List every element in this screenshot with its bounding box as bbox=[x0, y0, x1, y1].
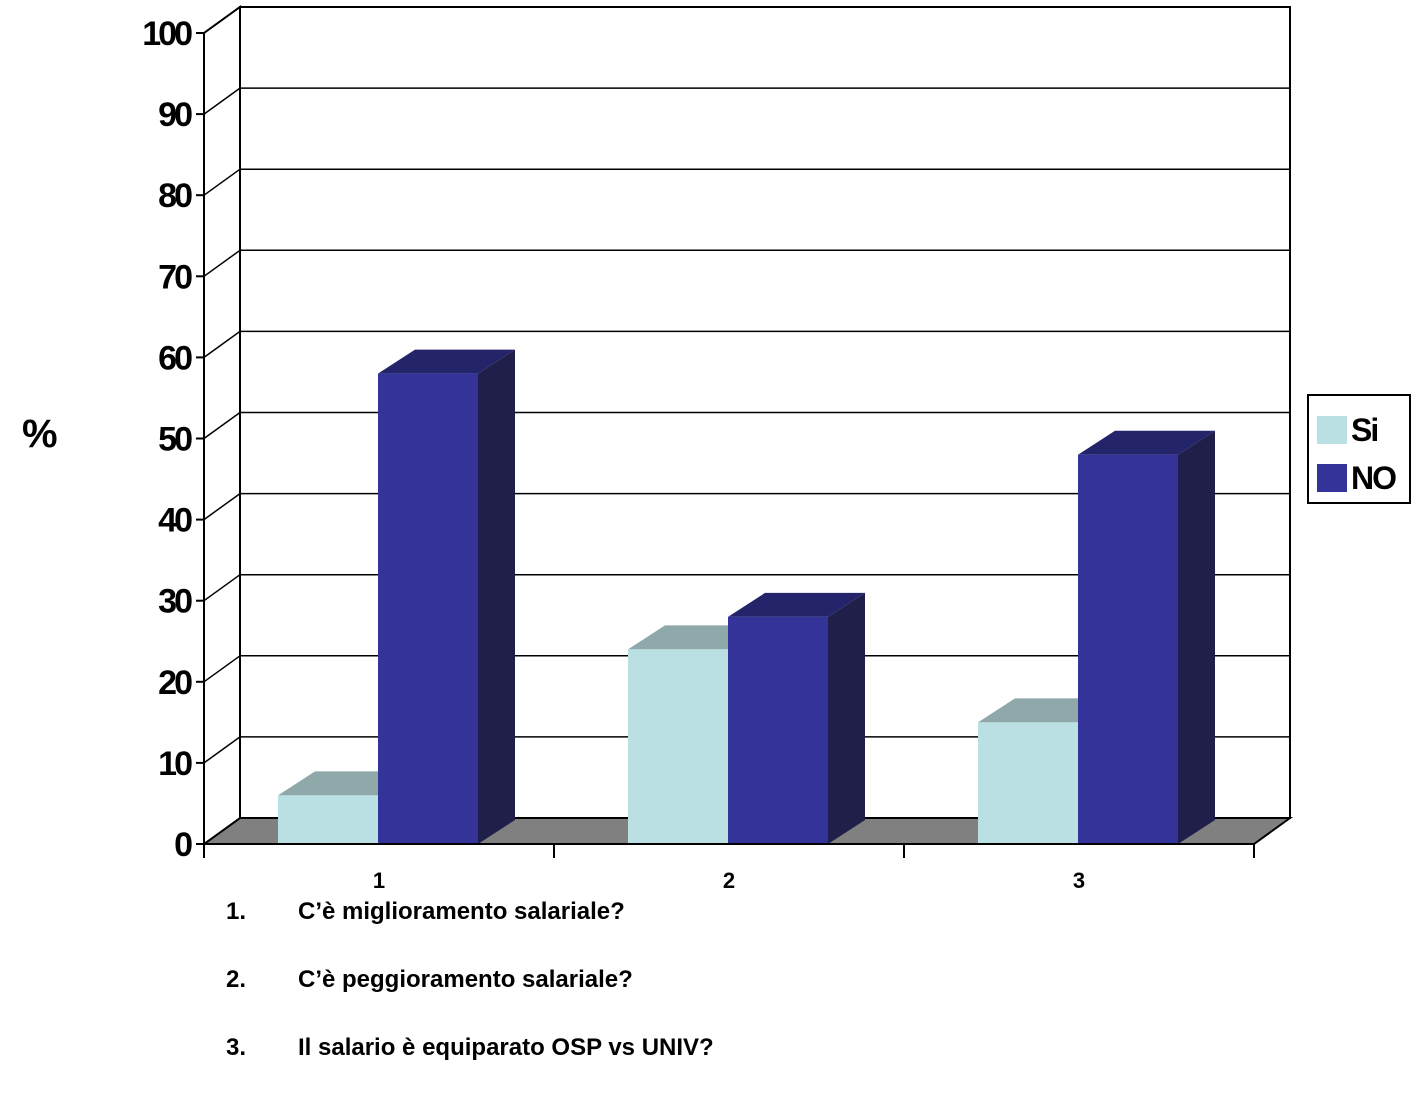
bar-front bbox=[278, 795, 378, 844]
note-text: C’è peggioramento salariale? bbox=[298, 966, 633, 993]
bar-chart-3d: 0 10 20 30 40 50 60 70 80 90 100 1 2 3 bbox=[142, 5, 1294, 893]
x-tick-label: 2 bbox=[723, 868, 735, 893]
bar-side bbox=[478, 349, 515, 844]
chart-figure: 0 10 20 30 40 50 60 70 80 90 100 1 2 3 % Si NO 1. C’… bbox=[22, 5, 1411, 1061]
legend-swatch-si bbox=[1317, 416, 1347, 444]
legend-swatch-no bbox=[1317, 464, 1347, 492]
bar-side bbox=[828, 592, 865, 844]
legend: Si NO bbox=[1307, 394, 1411, 504]
y-axis-label: % bbox=[22, 412, 58, 456]
bar-front bbox=[628, 649, 728, 844]
gridline-side bbox=[203, 492, 241, 521]
gridline-side bbox=[203, 6, 241, 34]
x-tick-label: 1 bbox=[373, 868, 385, 893]
x-tick-label: 3 bbox=[1073, 868, 1085, 893]
gridline-side bbox=[203, 817, 241, 845]
legend-item-no: NO bbox=[1317, 458, 1397, 498]
y-tick-label: 100 bbox=[142, 15, 192, 53]
gridline-side bbox=[203, 168, 241, 196]
y-tick-label: 40 bbox=[158, 502, 192, 540]
gridline-side bbox=[203, 330, 241, 359]
gridline-side bbox=[203, 574, 241, 602]
gridline-side bbox=[203, 87, 241, 115]
legend-label-si: Si bbox=[1351, 411, 1379, 448]
y-tick-label: 60 bbox=[158, 339, 192, 377]
bar-front bbox=[1078, 454, 1178, 844]
y-tick-label: 0 bbox=[174, 826, 192, 864]
note-number: 3. bbox=[226, 1034, 247, 1061]
bar-front bbox=[728, 616, 828, 844]
note-number: 1. bbox=[226, 898, 247, 925]
y-axis-layer: 0 10 20 30 40 50 60 70 80 90 100 bbox=[142, 15, 205, 864]
y-tick-label: 50 bbox=[158, 421, 192, 459]
legend-item-si: Si bbox=[1317, 410, 1379, 450]
bar-front bbox=[978, 722, 1078, 844]
y-tick-label: 20 bbox=[158, 664, 192, 702]
bar-top bbox=[728, 592, 865, 617]
bar-top bbox=[1078, 430, 1215, 455]
bar-top bbox=[378, 349, 515, 374]
gridline-side bbox=[203, 655, 241, 683]
y-tick-label: 80 bbox=[158, 177, 192, 215]
legend-label-no: NO bbox=[1351, 459, 1397, 496]
bar bbox=[728, 592, 865, 844]
gridline-side bbox=[203, 736, 241, 764]
bar-side bbox=[1178, 430, 1215, 844]
x-axis-layer: 1 2 3 bbox=[203, 843, 1255, 893]
y-tick-label: 90 bbox=[158, 96, 192, 134]
note-text: Il salario è equiparato OSP vs UNIV? bbox=[298, 1034, 714, 1061]
y-tick-label: 30 bbox=[158, 583, 192, 621]
bars-layer bbox=[278, 349, 1215, 844]
gridline-side bbox=[203, 411, 241, 440]
bar bbox=[378, 349, 515, 844]
y-tick-label: 70 bbox=[158, 258, 192, 296]
note-number: 2. bbox=[226, 966, 247, 993]
bar-front bbox=[378, 373, 478, 844]
bar bbox=[1078, 430, 1215, 844]
gridline-side bbox=[203, 249, 241, 277]
note-text: C’è miglioramento salariale? bbox=[298, 898, 625, 925]
y-tick-label: 10 bbox=[158, 745, 192, 783]
